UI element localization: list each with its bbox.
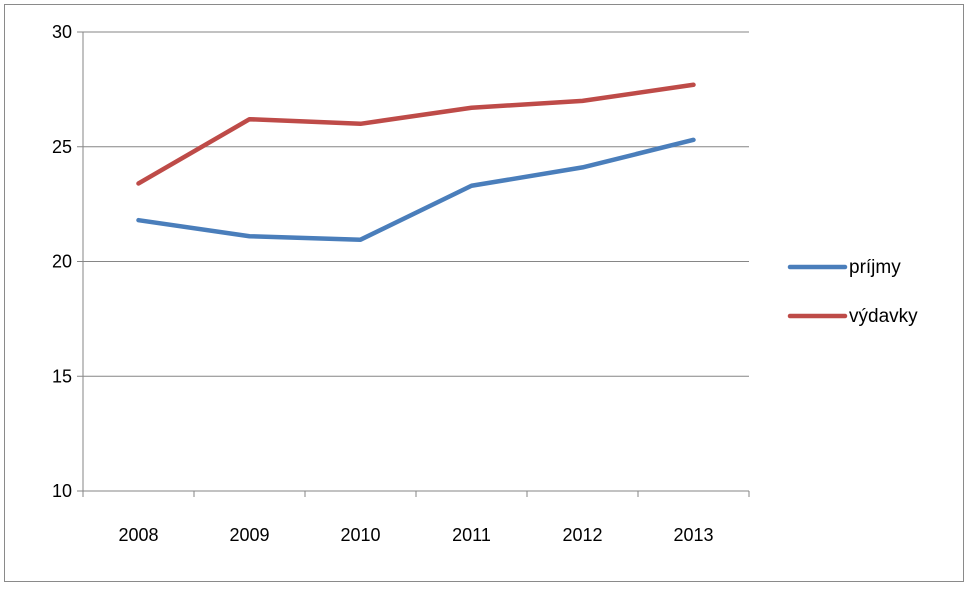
x-tick-label-2008: 2008	[118, 525, 158, 545]
y-tick-label: 20	[52, 252, 72, 272]
y-tick-label: 15	[52, 366, 72, 386]
y-tick-label: 25	[52, 137, 72, 157]
legend-label-0: príjmy	[849, 257, 901, 278]
x-tick-label-2012: 2012	[562, 525, 602, 545]
gridlines	[83, 31, 749, 377]
y-axis-tick-labels: 10 15 20 25 30	[52, 22, 72, 501]
y-tick-label: 10	[52, 481, 72, 501]
x-tick-label-2011: 2011	[452, 525, 491, 545]
series-line-0	[136, 137, 696, 242]
x-axis-tick-labels: 2008 2009 2010 2011 2012 2013	[118, 525, 713, 545]
x-tick-label-2009: 2009	[229, 525, 269, 545]
series-line-1	[136, 82, 696, 186]
x-tick-label-2010: 2010	[340, 525, 380, 545]
x-tick-label-2013: 2013	[673, 525, 713, 545]
chart-frame	[4, 4, 964, 582]
series-lines	[136, 82, 696, 242]
axes	[77, 31, 750, 497]
legend-label-1: výdavky	[849, 306, 918, 327]
legend: príjmy výdavky	[787, 257, 918, 327]
y-tick-label: 30	[52, 22, 72, 42]
